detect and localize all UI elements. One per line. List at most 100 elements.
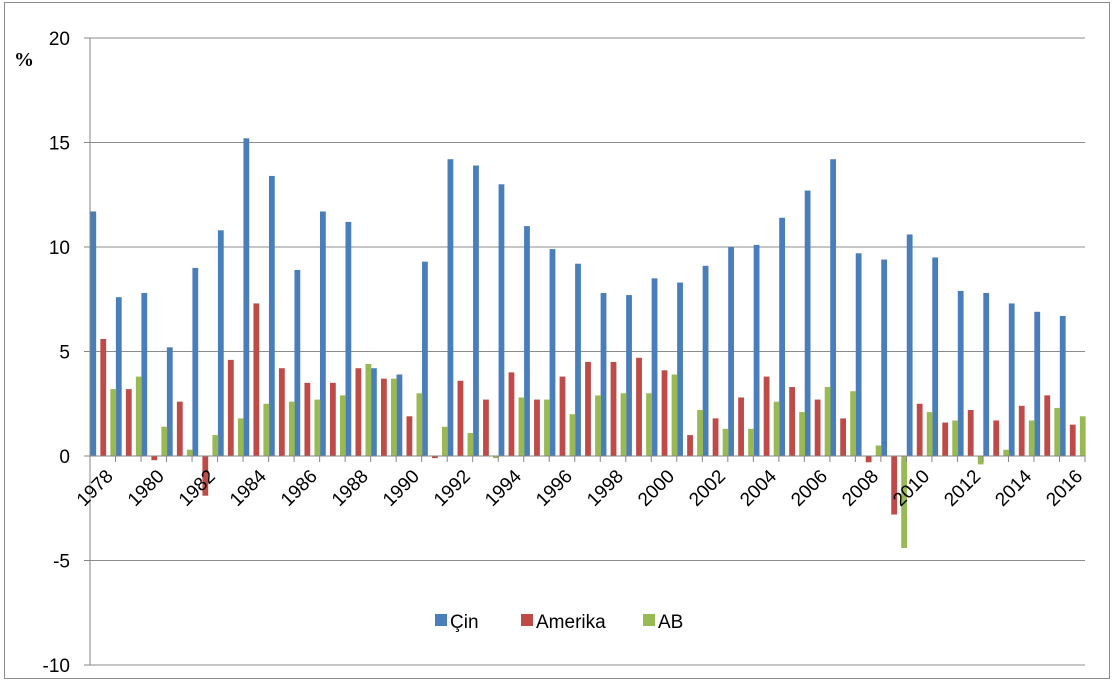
- y-axis-unit-label: %: [14, 49, 34, 71]
- bar: [830, 159, 837, 456]
- bar: [447, 159, 454, 456]
- series-1: [90, 138, 1066, 457]
- bar: [738, 397, 744, 456]
- x-tick-label: 2000: [634, 466, 679, 511]
- bar: [186, 449, 193, 456]
- bar: [671, 374, 678, 456]
- legend-label: Amerika: [536, 612, 606, 633]
- bar: [141, 292, 148, 456]
- bar: [508, 372, 515, 456]
- bar: [1003, 449, 1010, 456]
- x-tick-label: 1992: [430, 466, 475, 511]
- bar: [875, 445, 882, 456]
- x-tick-label: 1990: [379, 466, 424, 511]
- bar: [237, 418, 244, 456]
- bar: [804, 190, 811, 456]
- bar: [365, 364, 372, 456]
- bar: [483, 399, 489, 456]
- bar: [814, 399, 821, 456]
- bar: [243, 138, 250, 456]
- bar: [339, 395, 346, 456]
- bar: [789, 387, 796, 456]
- y-tick-label: 10: [49, 238, 70, 259]
- x-tick-label: 1984: [226, 466, 271, 511]
- bar: [268, 175, 275, 456]
- bar: [278, 368, 285, 456]
- bar: [314, 399, 321, 456]
- bar: [569, 414, 576, 456]
- y-tick-label: 15: [49, 134, 70, 155]
- x-tick-label: 1986: [277, 466, 322, 511]
- bar: [1069, 424, 1076, 456]
- legend-label: AB: [658, 612, 683, 633]
- bar: [651, 278, 658, 456]
- bar: [712, 418, 719, 456]
- bar: [906, 234, 913, 456]
- bar: [722, 428, 729, 456]
- bar: [595, 395, 601, 456]
- series-3: [110, 364, 1086, 548]
- bar: [1059, 315, 1066, 456]
- bar: [626, 295, 632, 456]
- bar: [840, 418, 847, 456]
- bar: [559, 376, 566, 456]
- x-tick-label: 2006: [787, 466, 832, 511]
- bar: [524, 226, 530, 456]
- bar: [753, 244, 760, 456]
- bar: [773, 401, 780, 456]
- x-tick-label: 2002: [685, 466, 730, 511]
- bar: [620, 393, 627, 456]
- x-tick-label: 1998: [583, 466, 628, 511]
- bar: [702, 265, 709, 456]
- bar: [406, 416, 413, 456]
- bar: [993, 420, 1000, 456]
- x-tick-label: 1982: [175, 466, 220, 511]
- bar: [380, 378, 387, 456]
- bar: [610, 361, 617, 456]
- bar: [575, 263, 581, 456]
- chart-frame: [4, 2, 1110, 679]
- bar: [646, 393, 652, 456]
- bar: [544, 399, 550, 456]
- x-tick-label: 2012: [940, 466, 985, 511]
- x-tick-label: 1988: [328, 466, 373, 511]
- legend: Çin Amerika AB: [435, 612, 683, 633]
- bar: [115, 297, 122, 456]
- bar: [1018, 405, 1025, 456]
- x-tick-label: 1996: [532, 466, 577, 511]
- bar: [901, 456, 908, 548]
- bar: [498, 184, 505, 457]
- bar: [192, 267, 199, 456]
- bar: [932, 257, 939, 456]
- bar: [227, 359, 234, 456]
- series-2: [100, 303, 1076, 515]
- bar: [600, 292, 607, 456]
- bar: [677, 282, 683, 456]
- bar: [952, 420, 959, 456]
- bar: [253, 303, 260, 456]
- x-tick-label: 2014: [991, 466, 1036, 511]
- bar: [779, 217, 786, 456]
- bar: [687, 435, 693, 456]
- bar: [110, 389, 117, 456]
- bar: [166, 347, 173, 456]
- x-axis-labels: 1978 1980 1982 1984 1986 1988 1990 1992 1994 1996…: [73, 466, 1087, 511]
- bar: [518, 397, 525, 456]
- x-tick-label: 1994: [481, 466, 526, 511]
- bar: [355, 368, 362, 456]
- bar: [1054, 407, 1061, 456]
- bar: [294, 269, 301, 456]
- bar: [1034, 311, 1041, 456]
- y-tick-label: 0: [59, 447, 70, 468]
- bar: [345, 221, 352, 456]
- bar: [926, 412, 933, 456]
- bar: [396, 374, 403, 456]
- bar: [161, 426, 168, 456]
- bar: [442, 426, 448, 456]
- legend-swatch: [435, 614, 447, 626]
- bar: [549, 249, 556, 456]
- bar: [763, 376, 770, 456]
- bar: [125, 389, 132, 456]
- bar: [977, 456, 984, 465]
- bar: [457, 380, 464, 456]
